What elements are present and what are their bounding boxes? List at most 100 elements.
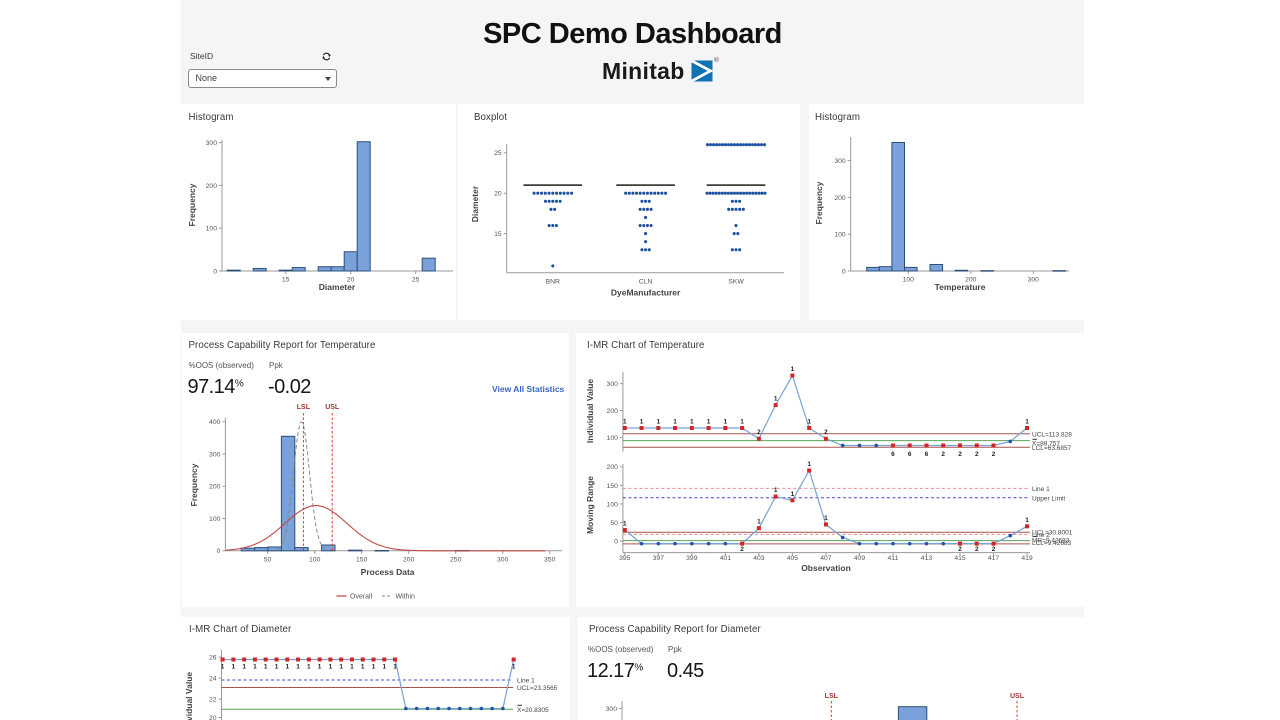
svg-text:100: 100 bbox=[834, 232, 846, 239]
svg-text:300: 300 bbox=[497, 556, 509, 563]
svg-text:417: 417 bbox=[988, 555, 1000, 562]
svg-text:Individual Value: Individual Value bbox=[585, 379, 595, 444]
svg-text:1: 1 bbox=[296, 664, 300, 671]
svg-text:300: 300 bbox=[1028, 277, 1040, 284]
svg-text:24: 24 bbox=[209, 675, 217, 682]
svg-text:2: 2 bbox=[975, 451, 979, 458]
svg-text:Diameter: Diameter bbox=[319, 282, 356, 292]
svg-text:2: 2 bbox=[992, 546, 996, 553]
svg-text:399: 399 bbox=[686, 555, 698, 562]
svg-text:2: 2 bbox=[992, 451, 996, 458]
svg-text:100: 100 bbox=[309, 556, 321, 563]
svg-text:100: 100 bbox=[607, 435, 619, 442]
svg-text:6: 6 bbox=[925, 451, 929, 458]
svg-text:1: 1 bbox=[623, 521, 627, 528]
svg-text:15: 15 bbox=[494, 231, 502, 238]
svg-text:350: 350 bbox=[544, 556, 556, 563]
svg-text:USL: USL bbox=[1010, 693, 1025, 700]
svg-text:USL: USL bbox=[325, 404, 340, 411]
svg-text:Line 2: Line 2 bbox=[1032, 532, 1050, 539]
svg-text:Line 1: Line 1 bbox=[517, 678, 535, 685]
svg-text:25: 25 bbox=[412, 277, 420, 284]
svg-text:20: 20 bbox=[494, 191, 502, 198]
svg-text:300: 300 bbox=[206, 140, 218, 147]
svg-text:419: 419 bbox=[1021, 555, 1033, 562]
svg-text:395: 395 bbox=[619, 555, 631, 562]
svg-text:Overall: Overall bbox=[350, 594, 373, 601]
svg-text:1: 1 bbox=[253, 664, 257, 671]
svg-text:2: 2 bbox=[975, 546, 979, 553]
svg-text:1: 1 bbox=[791, 491, 795, 498]
svg-text:1: 1 bbox=[774, 396, 778, 403]
svg-text:Line 1: Line 1 bbox=[1032, 486, 1050, 493]
svg-text:Process Data: Process Data bbox=[361, 567, 415, 577]
svg-text:150: 150 bbox=[356, 556, 368, 563]
svg-text:1: 1 bbox=[232, 664, 236, 671]
svg-text:2: 2 bbox=[958, 451, 962, 458]
svg-text:1: 1 bbox=[1025, 517, 1029, 524]
svg-text:Frequency: Frequency bbox=[189, 463, 199, 506]
svg-text:200: 200 bbox=[834, 195, 846, 202]
svg-text:1: 1 bbox=[807, 461, 811, 468]
svg-text:1: 1 bbox=[657, 418, 661, 425]
svg-text:411: 411 bbox=[888, 555, 899, 562]
svg-text:100: 100 bbox=[206, 226, 218, 233]
svg-text:UCL=23.3565: UCL=23.3565 bbox=[517, 685, 558, 692]
svg-text:1: 1 bbox=[791, 366, 795, 373]
svg-text:1: 1 bbox=[774, 487, 778, 494]
svg-text:250: 250 bbox=[450, 556, 462, 563]
svg-text:413: 413 bbox=[921, 555, 933, 562]
svg-text:25: 25 bbox=[494, 150, 502, 157]
svg-text:401: 401 bbox=[720, 555, 732, 562]
svg-text:1: 1 bbox=[640, 418, 644, 425]
svg-text:BNR: BNR bbox=[546, 279, 560, 286]
svg-text:1: 1 bbox=[740, 418, 744, 425]
svg-text:LSL: LSL bbox=[825, 693, 839, 700]
svg-text:300: 300 bbox=[209, 451, 221, 458]
svg-text:1: 1 bbox=[350, 664, 354, 671]
svg-text:1: 1 bbox=[318, 664, 322, 671]
svg-text:1: 1 bbox=[339, 664, 343, 671]
svg-text:1: 1 bbox=[807, 418, 811, 425]
svg-text:X=20.8305: X=20.8305 bbox=[517, 707, 549, 714]
svg-text:403: 403 bbox=[753, 555, 765, 562]
svg-text:1: 1 bbox=[285, 664, 289, 671]
svg-text:Frequency: Frequency bbox=[187, 183, 197, 226]
svg-text:2: 2 bbox=[740, 546, 744, 553]
svg-text:200: 200 bbox=[965, 277, 977, 284]
svg-text:1: 1 bbox=[1025, 418, 1029, 425]
svg-text:1: 1 bbox=[690, 418, 694, 425]
svg-text:1: 1 bbox=[673, 418, 677, 425]
svg-text:407: 407 bbox=[820, 555, 832, 562]
svg-text:6: 6 bbox=[891, 451, 895, 458]
svg-text:Upper Limit: Upper Limit bbox=[1032, 495, 1065, 502]
svg-text:1: 1 bbox=[824, 515, 828, 522]
svg-text:Observation: Observation bbox=[801, 563, 851, 573]
svg-text:100: 100 bbox=[209, 516, 221, 523]
svg-text:Moving Range: Moving Range bbox=[585, 476, 595, 534]
svg-text:300: 300 bbox=[834, 158, 846, 165]
svg-text:200: 200 bbox=[607, 464, 619, 471]
svg-text:1: 1 bbox=[512, 664, 516, 671]
svg-text:300: 300 bbox=[606, 706, 618, 713]
svg-text:1: 1 bbox=[372, 664, 376, 671]
svg-text:1: 1 bbox=[757, 519, 761, 526]
svg-text:1: 1 bbox=[724, 418, 728, 425]
svg-text:50: 50 bbox=[610, 520, 618, 527]
svg-text:1: 1 bbox=[275, 664, 279, 671]
svg-text:LCL=63.6857: LCL=63.6857 bbox=[1032, 445, 1072, 452]
svg-text:405: 405 bbox=[787, 555, 799, 562]
svg-text:22: 22 bbox=[209, 696, 217, 703]
svg-text:0: 0 bbox=[614, 539, 618, 546]
svg-text:409: 409 bbox=[854, 555, 866, 562]
svg-text:2: 2 bbox=[757, 429, 761, 436]
svg-text:415: 415 bbox=[954, 555, 966, 562]
svg-text:400: 400 bbox=[209, 419, 221, 426]
svg-text:1: 1 bbox=[307, 664, 311, 671]
svg-text:1: 1 bbox=[242, 664, 246, 671]
svg-text:MR=9.42683: MR=9.42683 bbox=[1032, 538, 1070, 545]
svg-text:100: 100 bbox=[903, 277, 915, 284]
svg-text:0: 0 bbox=[842, 268, 846, 275]
svg-text:1: 1 bbox=[221, 664, 225, 671]
svg-text:200: 200 bbox=[209, 484, 221, 491]
